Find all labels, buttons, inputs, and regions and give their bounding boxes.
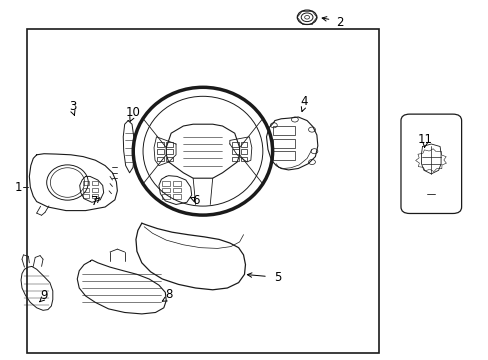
Bar <box>272 126 294 135</box>
Bar <box>92 188 98 192</box>
Text: 2: 2 <box>335 16 343 29</box>
Bar <box>272 151 294 160</box>
Text: 10: 10 <box>125 106 140 119</box>
Bar <box>173 181 181 186</box>
Bar <box>92 181 98 185</box>
Bar <box>92 194 98 198</box>
Bar <box>173 194 181 199</box>
Bar <box>162 188 170 192</box>
Bar <box>27 29 378 353</box>
Bar <box>241 149 247 154</box>
Text: 4: 4 <box>300 95 307 108</box>
Bar <box>83 181 89 185</box>
Bar <box>162 194 170 199</box>
Bar <box>232 149 238 154</box>
Bar <box>157 149 163 154</box>
Bar <box>232 157 238 161</box>
Text: 5: 5 <box>273 271 281 284</box>
Bar <box>173 188 181 192</box>
Bar <box>232 142 238 147</box>
Bar <box>166 142 172 147</box>
Bar <box>241 142 247 147</box>
Bar <box>166 149 172 154</box>
Bar <box>166 157 172 161</box>
Text: 1: 1 <box>15 181 22 194</box>
Bar <box>241 157 247 161</box>
Text: 3: 3 <box>68 100 76 113</box>
Text: 8: 8 <box>164 288 172 301</box>
Text: 6: 6 <box>191 194 199 207</box>
Bar <box>162 181 170 186</box>
Text: 9: 9 <box>40 289 48 302</box>
Text: 11: 11 <box>417 133 432 146</box>
Bar <box>157 157 163 161</box>
Bar <box>83 188 89 192</box>
Text: 7: 7 <box>90 195 98 208</box>
Bar <box>272 139 294 148</box>
Bar <box>157 142 163 147</box>
Bar <box>83 194 89 198</box>
